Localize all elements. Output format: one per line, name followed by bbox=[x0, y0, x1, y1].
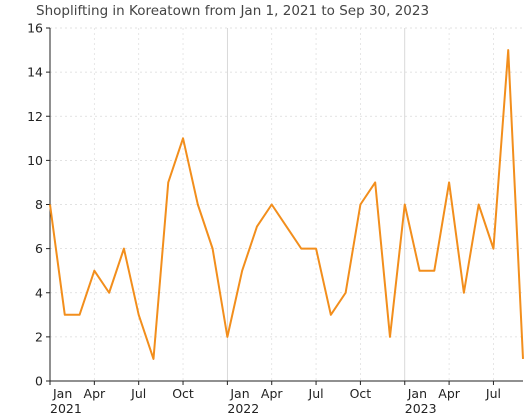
x-tick-label: Jul bbox=[308, 386, 324, 401]
x-year-label: 2021 bbox=[50, 401, 82, 416]
x-year-label: 2022 bbox=[227, 401, 259, 416]
series-line bbox=[49, 49, 524, 360]
x-tick-label: Apr bbox=[261, 386, 283, 401]
x-tick-label: Jul bbox=[485, 386, 501, 401]
x-tick-label: Jan bbox=[407, 386, 427, 401]
y-tick-label: 4 bbox=[35, 285, 43, 300]
y-tick-label: 10 bbox=[27, 153, 43, 168]
chart-title: Shoplifting in Koreatown from Jan 1, 202… bbox=[36, 3, 430, 19]
x-tick-label: Jan bbox=[52, 386, 72, 401]
y-tick-label: 14 bbox=[27, 65, 43, 80]
x-tick-label: Oct bbox=[172, 386, 194, 401]
y-tick-label: 12 bbox=[27, 109, 43, 124]
y-tick-label: 8 bbox=[35, 197, 43, 212]
x-tick-label: Oct bbox=[350, 386, 372, 401]
x-tick-label: Apr bbox=[84, 386, 106, 401]
y-tick-label: 6 bbox=[35, 241, 43, 256]
x-year-label: 2023 bbox=[405, 401, 437, 416]
y-tick-label: 16 bbox=[27, 21, 43, 36]
y-tick-label: 0 bbox=[35, 374, 43, 389]
x-tick-label: Jul bbox=[130, 386, 146, 401]
x-tick-label: Jan bbox=[229, 386, 249, 401]
x-tick-label: Apr bbox=[438, 386, 460, 401]
series-layer bbox=[49, 49, 524, 360]
y-tick-label: 2 bbox=[35, 329, 43, 344]
